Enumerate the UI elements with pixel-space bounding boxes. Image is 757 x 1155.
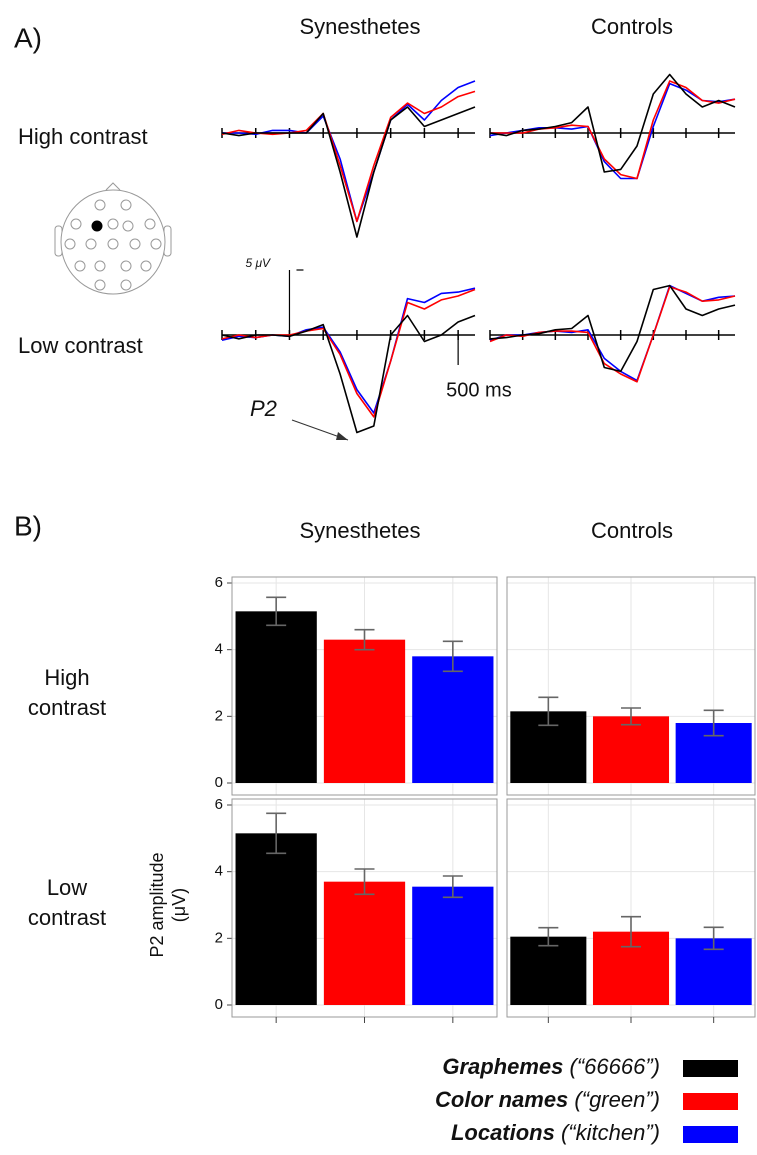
annotation: P2	[250, 396, 277, 421]
waveform	[221, 314, 476, 434]
error-bar	[354, 628, 375, 651]
error-bar	[621, 915, 641, 948]
row-label: Low contrast	[27, 875, 107, 930]
error-bar	[442, 875, 463, 899]
y-tick-label: 0	[215, 996, 223, 1013]
y-tick-label: 0	[215, 774, 223, 791]
error-bar	[442, 640, 463, 673]
legend-example: (“66666”)	[570, 1054, 660, 1079]
legend-example: (“green”)	[574, 1087, 660, 1112]
row-label: High contrast	[18, 124, 148, 149]
error-bar	[354, 868, 375, 896]
error-bar	[703, 926, 724, 951]
scale-bar-label: 500 ms	[446, 379, 512, 401]
waveform	[490, 80, 736, 180]
bar	[235, 833, 317, 1005]
bar	[592, 716, 670, 783]
legend-label: Color names (“green”)	[435, 1087, 660, 1112]
error-bar	[703, 709, 724, 737]
y-tick-label: 2	[215, 707, 223, 724]
error-bar	[621, 707, 641, 726]
row-label: High contrast	[27, 665, 107, 720]
legend-name: Color names	[435, 1087, 568, 1112]
legend-swatch	[683, 1126, 738, 1143]
panel-label: A)	[14, 22, 42, 53]
column-title: Synesthetes	[299, 518, 420, 543]
bar	[323, 639, 406, 783]
waveform	[489, 73, 736, 173]
legend: Graphemes (“66666”)Color names (“green”)…	[435, 1054, 738, 1145]
waveform	[221, 287, 476, 414]
legend-example: (“kitchen”)	[561, 1120, 660, 1145]
y-tick-label: 4	[215, 641, 223, 658]
column-title: Controls	[591, 518, 673, 543]
error-bar	[538, 926, 559, 947]
column-title: Synesthetes	[299, 14, 420, 39]
panel-frame	[506, 576, 756, 796]
waveform	[222, 80, 476, 223]
column-title: Controls	[591, 14, 673, 39]
legend-label: Locations (“kitchen”)	[451, 1120, 660, 1145]
waveform	[489, 284, 736, 373]
legend-swatch	[683, 1060, 738, 1077]
bar	[412, 886, 494, 1005]
legend-swatch	[683, 1093, 738, 1110]
scale-bar-label: 5 μV	[245, 256, 271, 270]
y-tick-label: 6	[215, 796, 223, 813]
error-bar	[266, 596, 287, 627]
panel-frame	[231, 576, 498, 796]
waveform	[221, 288, 476, 418]
bar	[235, 611, 317, 783]
legend-label: Graphemes (“66666”)	[442, 1054, 660, 1079]
annotation-arrowhead	[336, 432, 348, 440]
y-tick-label: 2	[215, 929, 223, 946]
bar	[510, 936, 587, 1005]
panel-label: B)	[14, 510, 42, 541]
legend-name: Locations	[451, 1120, 555, 1145]
head-diagram	[54, 182, 172, 295]
waveform	[221, 106, 476, 238]
row-label: Low contrast	[18, 333, 143, 358]
y-axis-label: P2 amplitude (μV)	[147, 852, 189, 958]
bar	[323, 881, 406, 1005]
legend-name: Graphemes	[442, 1054, 563, 1079]
bar	[412, 656, 494, 783]
y-tick-label: 4	[215, 863, 223, 880]
error-bar	[538, 696, 559, 727]
y-tick-label: 6	[215, 574, 223, 591]
error-bar	[266, 812, 287, 855]
